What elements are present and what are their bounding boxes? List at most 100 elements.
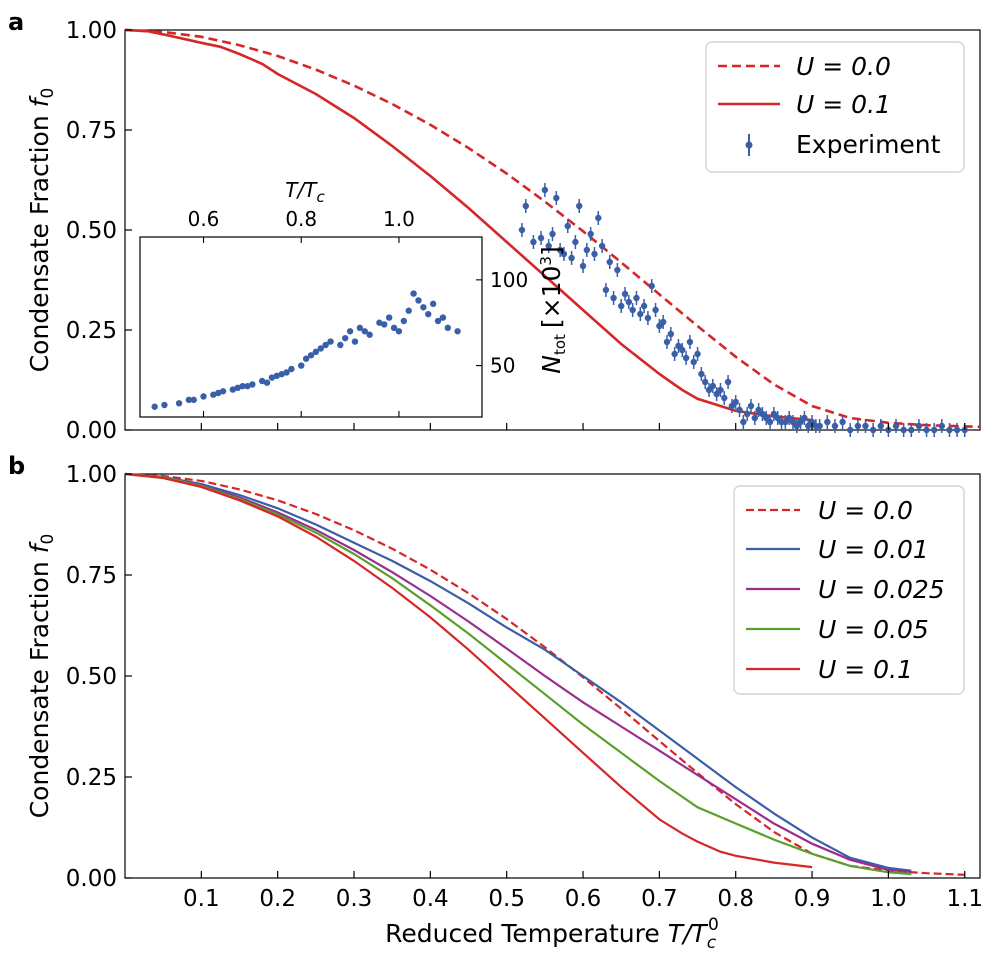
a-experiment-marker bbox=[553, 194, 560, 202]
a-experiment-marker bbox=[724, 378, 732, 386]
a-experiment-point bbox=[930, 423, 938, 437]
inset-point bbox=[273, 372, 280, 380]
inset-marker bbox=[268, 374, 276, 381]
panel-a: a 0.00 0.25 0.50 0.75 1.00 Condensate Fracti… bbox=[8, 8, 981, 444]
legend-b-label-u01: U = 0.1 bbox=[818, 655, 913, 684]
panel-b-legend: U = 0.0 U = 0.01 U = 0.025 U = 0.05 U = … bbox=[733, 485, 965, 695]
inset-marker bbox=[434, 317, 442, 325]
inset-point bbox=[161, 401, 168, 409]
a-experiment-point bbox=[679, 343, 686, 357]
inset-marker bbox=[381, 321, 388, 328]
a-experiment-marker bbox=[522, 202, 529, 210]
a-experiment-point bbox=[614, 263, 621, 277]
legend-a-label-experiment: Experiment bbox=[796, 130, 941, 159]
inset-marker bbox=[400, 317, 408, 325]
a-experiment-marker bbox=[740, 418, 747, 426]
a-experiment-marker bbox=[606, 258, 613, 266]
inset-marker bbox=[161, 401, 168, 409]
a-experiment-marker bbox=[713, 390, 720, 398]
legend-a-label-u0: U = 0.0 bbox=[796, 52, 891, 81]
a-experiment-point bbox=[652, 303, 659, 317]
inset-marker bbox=[190, 396, 197, 404]
a-experiment-point bbox=[915, 419, 923, 433]
a-experiment-point bbox=[671, 347, 678, 361]
a-experiment-marker bbox=[556, 246, 564, 254]
a-experiment-marker bbox=[923, 426, 930, 434]
a-experiment-marker bbox=[549, 230, 556, 238]
a-experiment-point bbox=[621, 287, 629, 301]
legend-b-label-u0: U = 0.0 bbox=[818, 496, 913, 525]
panel-a-legend: U = 0.0 U = 0.1 Experiment bbox=[705, 41, 965, 173]
a-experiment-point bbox=[816, 419, 823, 433]
inset-point bbox=[288, 365, 295, 373]
inset-marker bbox=[283, 369, 290, 376]
a-experiment-point bbox=[755, 403, 762, 417]
inset-point bbox=[219, 388, 227, 395]
b-y-tick-label: 0.75 bbox=[66, 563, 117, 589]
inset-x-tick-label: 0.6 bbox=[188, 207, 220, 231]
inset-marker bbox=[420, 304, 427, 311]
inset-point bbox=[454, 328, 461, 335]
a-experiment-marker bbox=[862, 422, 869, 430]
panel-a-y-ticks: 0.00 0.25 0.50 0.75 1.00 bbox=[66, 18, 132, 444]
panel-b-legend-box bbox=[733, 485, 965, 695]
inset-point bbox=[283, 369, 290, 376]
inset-marker bbox=[346, 328, 354, 335]
a-experiment-marker bbox=[900, 426, 907, 434]
panel-a-x-ticks bbox=[200, 423, 966, 430]
a-experiment-point bbox=[782, 415, 789, 429]
inset-point bbox=[214, 389, 222, 397]
inset-point bbox=[229, 386, 237, 393]
inset-point bbox=[400, 317, 408, 325]
inset-marker bbox=[454, 328, 461, 335]
inset-point bbox=[312, 348, 320, 356]
inset-point bbox=[439, 314, 447, 321]
a-experiment-point bbox=[789, 415, 797, 429]
a-experiment-marker bbox=[805, 422, 812, 430]
a-experiment-marker bbox=[675, 342, 682, 350]
inset-point bbox=[361, 328, 368, 335]
panel-b-x-ticks: 0.1 0.2 0.3 0.4 0.5 0.6 0.7 0.8 0.9 1.0 1.1 bbox=[183, 871, 983, 912]
a-experiment-marker bbox=[537, 234, 545, 242]
a-experiment-marker bbox=[789, 418, 797, 426]
panel-b-y-ticks: 0.00 0.25 0.50 0.75 1.00 bbox=[66, 462, 132, 892]
panel-b-y-axis-label: Condensate Fraction f0 bbox=[25, 534, 58, 819]
a-experiment-marker bbox=[686, 338, 694, 346]
panel-b: b 0.000.250.500.751.00 0.1 0.2 0.3 0.4 0.5 0.… bbox=[8, 452, 983, 953]
a-experiment-marker bbox=[595, 214, 602, 222]
a-experiment-marker bbox=[831, 422, 839, 430]
a-experiment-marker bbox=[755, 406, 762, 414]
a-experiment-marker bbox=[801, 414, 808, 422]
a-experiment-marker bbox=[564, 222, 571, 230]
a-experiment-point bbox=[862, 419, 869, 433]
a-experiment-point bbox=[721, 391, 728, 405]
a-experiment-marker bbox=[648, 282, 655, 290]
b-series-u-0-01 bbox=[124, 472, 912, 872]
inset-marker bbox=[302, 355, 310, 362]
a-experiment-marker bbox=[774, 414, 781, 422]
a-experiment-marker bbox=[736, 406, 743, 414]
inset-marker bbox=[239, 382, 246, 390]
a-experiment-marker bbox=[625, 298, 633, 306]
a-experiment-marker bbox=[568, 254, 575, 262]
inset-point bbox=[342, 334, 349, 342]
inset-points bbox=[151, 290, 461, 410]
a-experiment-point bbox=[648, 279, 655, 293]
inset-point bbox=[317, 345, 324, 352]
b-x-tick-label: 0.6 bbox=[565, 886, 602, 912]
a-experiment-point bbox=[640, 299, 648, 313]
a-experiment-point bbox=[877, 419, 884, 433]
inset-point bbox=[410, 290, 417, 297]
a-experiment-marker bbox=[579, 262, 587, 270]
a-experiment-marker bbox=[587, 230, 594, 238]
inset-marker bbox=[273, 372, 280, 380]
inset-point bbox=[381, 321, 388, 328]
a-experiment-point bbox=[690, 355, 697, 369]
a-experiment-point bbox=[587, 227, 594, 241]
inset-marker bbox=[234, 384, 241, 392]
inset-marker bbox=[356, 324, 364, 332]
a-experiment-marker bbox=[717, 386, 724, 394]
b-x-tick-label: 0.3 bbox=[336, 886, 373, 912]
a-experiment-marker bbox=[824, 418, 831, 426]
